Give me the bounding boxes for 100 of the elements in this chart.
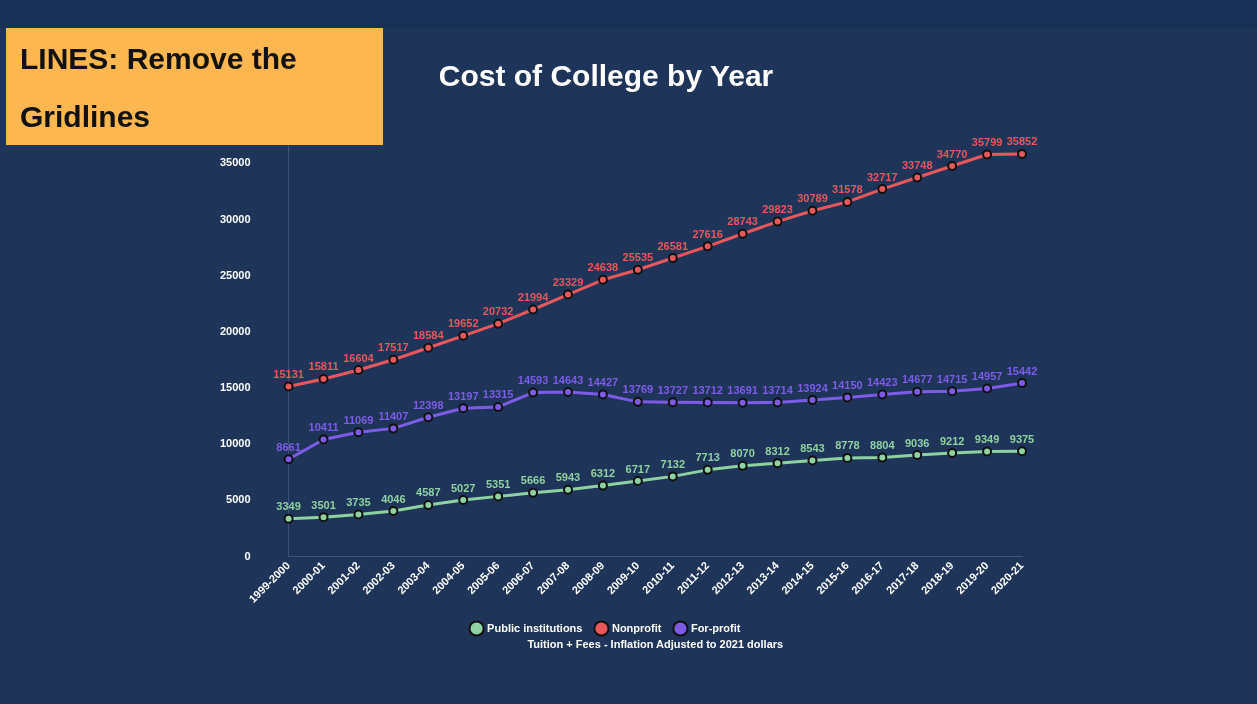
data-label: 13924 — [797, 381, 829, 394]
point — [597, 480, 608, 491]
data-label: 15442 — [1006, 364, 1038, 377]
point — [667, 252, 678, 263]
data-label: 24638 — [587, 261, 619, 274]
point — [772, 397, 783, 408]
data-label: 13769 — [622, 383, 654, 396]
point — [912, 450, 923, 461]
point — [632, 396, 643, 407]
data-label: 13712 — [692, 384, 723, 397]
data-label: 33748 — [901, 159, 933, 172]
point — [877, 389, 888, 400]
point — [353, 427, 364, 438]
point — [597, 389, 608, 400]
data-label: 35799 — [971, 136, 1003, 149]
data-label: 13714 — [762, 384, 794, 397]
y-tick-label: 10000 — [219, 437, 251, 450]
data-label: 18584 — [412, 329, 445, 342]
point — [458, 330, 469, 341]
y-tick-label: 0 — [244, 549, 251, 562]
point — [737, 397, 748, 408]
data-label: 5666 — [520, 474, 546, 487]
point — [947, 386, 958, 397]
point — [562, 484, 573, 495]
point — [1017, 148, 1027, 159]
data-label: 3501 — [311, 498, 336, 511]
point — [318, 434, 329, 445]
point — [458, 495, 469, 506]
chart-title: Cost of College by Year — [438, 59, 774, 93]
data-label: 15811 — [308, 360, 339, 373]
point — [737, 228, 748, 239]
legend-label: Nonprofit — [611, 621, 662, 634]
point — [493, 491, 504, 502]
data-label: 3349 — [276, 500, 301, 513]
point — [912, 172, 923, 183]
point — [737, 460, 748, 471]
point — [807, 395, 818, 406]
data-label: 8804 — [870, 439, 896, 452]
point — [702, 464, 713, 475]
data-label: 9036 — [904, 436, 930, 449]
point — [458, 403, 469, 414]
point — [493, 401, 504, 412]
point — [423, 412, 434, 423]
data-label: 15131 — [273, 368, 304, 381]
point — [982, 149, 993, 160]
point — [842, 392, 853, 403]
point — [807, 455, 818, 466]
point — [388, 506, 399, 517]
data-label: 4587 — [416, 486, 441, 499]
data-label: 9375 — [1009, 432, 1035, 445]
data-label: 5027 — [450, 481, 476, 494]
point — [667, 397, 678, 408]
data-label: 11407 — [378, 409, 409, 422]
y-tick-label: 30000 — [219, 212, 251, 225]
point — [493, 318, 504, 329]
point — [562, 387, 573, 398]
data-label: 28743 — [727, 215, 758, 228]
data-label: 9212 — [939, 434, 965, 447]
data-label: 14643 — [552, 373, 584, 386]
data-label: 7132 — [660, 457, 685, 470]
data-label: 8070 — [730, 447, 755, 460]
point — [353, 509, 364, 520]
point — [528, 387, 539, 398]
data-label: 5943 — [555, 471, 581, 484]
y-tick-label: 25000 — [219, 268, 251, 281]
point — [632, 264, 643, 275]
data-label: 13727 — [657, 383, 689, 396]
point — [528, 487, 539, 498]
point — [423, 342, 434, 353]
data-label: 8661 — [276, 440, 301, 453]
point — [772, 216, 783, 227]
data-label: 14957 — [971, 370, 1003, 383]
data-label: 14677 — [901, 373, 933, 386]
data-label: 4046 — [381, 492, 406, 505]
point — [702, 397, 713, 408]
data-label: 27616 — [692, 227, 723, 240]
data-label: 6312 — [590, 467, 616, 480]
data-label: 10411 — [308, 421, 339, 434]
point — [1017, 446, 1027, 457]
data-label: 3735 — [346, 496, 371, 509]
point — [842, 196, 853, 207]
data-label: 21994 — [517, 291, 550, 304]
data-label: 8778 — [835, 439, 860, 452]
point — [423, 499, 434, 510]
point — [283, 513, 294, 524]
data-label: 23329 — [552, 276, 584, 289]
data-label: 13691 — [727, 384, 758, 397]
point — [283, 454, 294, 465]
point — [388, 423, 399, 434]
point — [318, 512, 329, 523]
point — [807, 205, 818, 216]
point — [667, 471, 678, 482]
data-label: 26581 — [657, 239, 689, 252]
data-label: 25535 — [622, 251, 654, 264]
point — [528, 304, 539, 315]
data-label: 35852 — [1006, 135, 1038, 148]
point — [877, 452, 888, 463]
point — [353, 365, 364, 376]
data-label: 6717 — [625, 462, 651, 475]
text: Tuition + Fees - Inflation Adjusted to 2021 dollars — [527, 638, 784, 651]
